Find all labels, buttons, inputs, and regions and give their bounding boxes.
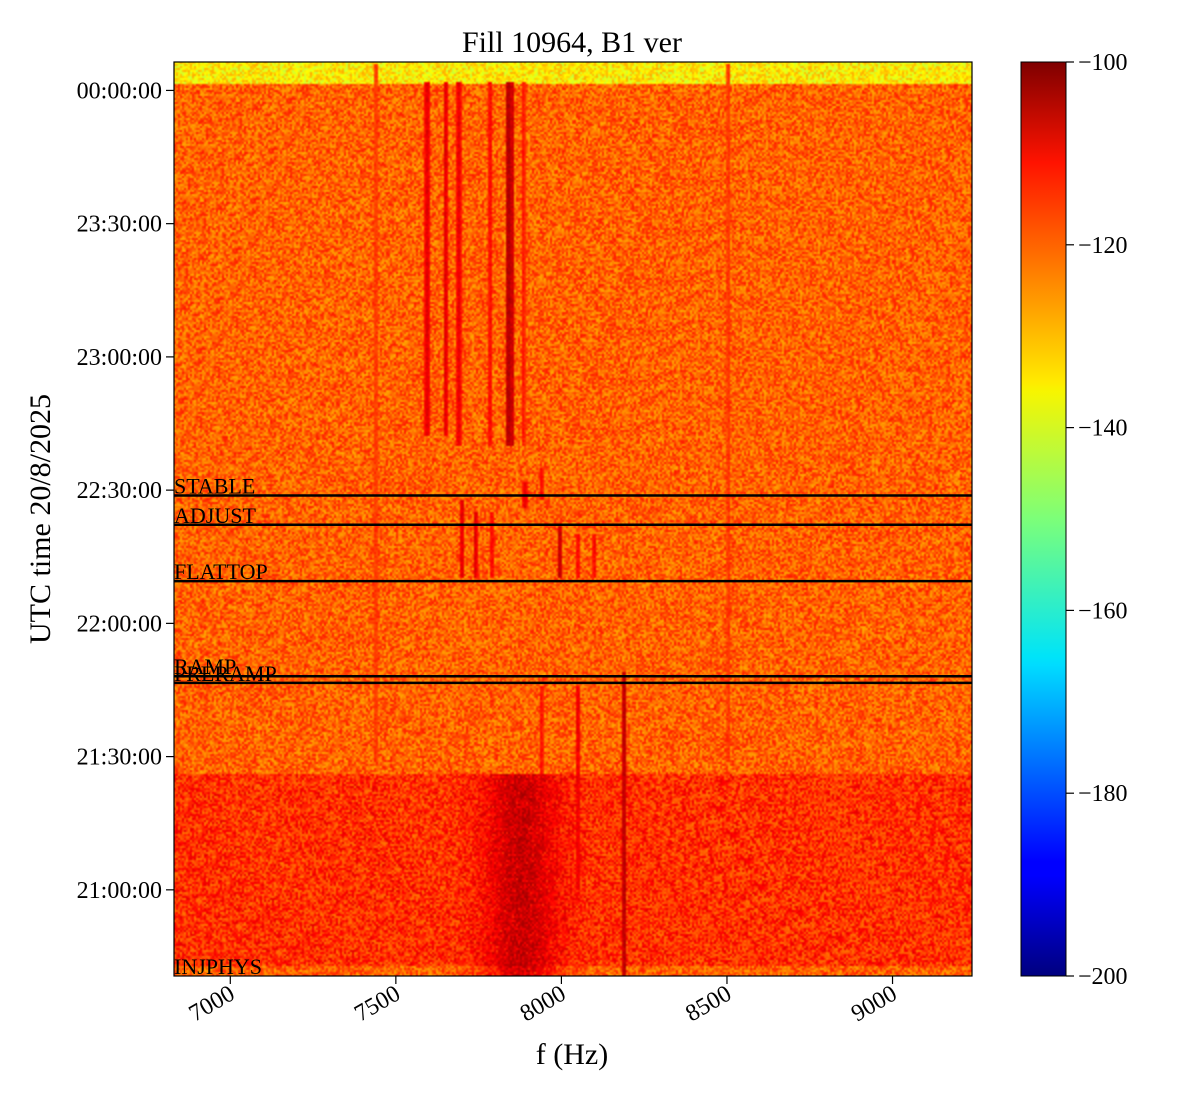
y-tick-label: 23:00:00 [77,345,162,371]
colorbar-tick-label: −100 [1078,50,1128,76]
x-tick-label: 7500 [350,981,405,1028]
colorbar-gradient [1020,61,1067,977]
phase-label: ADJUST [174,503,256,528]
x-tick-label: 8000 [516,981,571,1028]
phase-label: STABLE [174,473,255,498]
x-tick-label: 9000 [847,981,902,1028]
phase-label: RAMP [174,654,236,679]
x-tick-label: 7000 [185,981,240,1028]
colorbar-tick-label: −180 [1078,781,1128,807]
plot-frame [173,61,973,977]
colorbar-tick-label: −140 [1078,416,1128,442]
y-tick-label: 22:30:00 [77,478,162,504]
y-tick-label: 21:00:00 [77,878,162,904]
y-axis-ticks: 00:00:00 23:30:00 23:00:00 22:30:00 22:00:00… [77,78,174,904]
x-tick-label: 8500 [681,981,736,1028]
chart-title: Fill 10964, B1 ver [462,26,682,59]
colorbar-tick-label: −160 [1078,598,1128,624]
x-axis-ticks: 7000 7500 8000 8500 9000 [185,976,902,1027]
colorbar-tick-label: −200 [1078,964,1128,990]
y-tick-label: 23:30:00 [77,212,162,238]
phase-label: FLATTOP [174,559,268,584]
heatmap-image [174,62,972,976]
y-axis-label: UTC time 20/8/2025 [24,394,57,644]
heatmap-plot-area [174,62,972,976]
colorbar: −100 −120 −140 −160 −180 −200 [1020,50,1128,990]
phase-label: INJPHYS [174,954,262,979]
colorbar-ticks: −100 −120 −140 −160 −180 −200 [1066,50,1128,990]
phase-label: PRERAMP [174,661,277,686]
y-tick-label: 22:00:00 [77,611,162,637]
y-tick-label: 21:30:00 [77,745,162,771]
colorbar-tick-label: −120 [1078,233,1128,259]
x-axis-label: f (Hz) [536,1038,608,1071]
y-tick-label: 00:00:00 [77,78,162,104]
